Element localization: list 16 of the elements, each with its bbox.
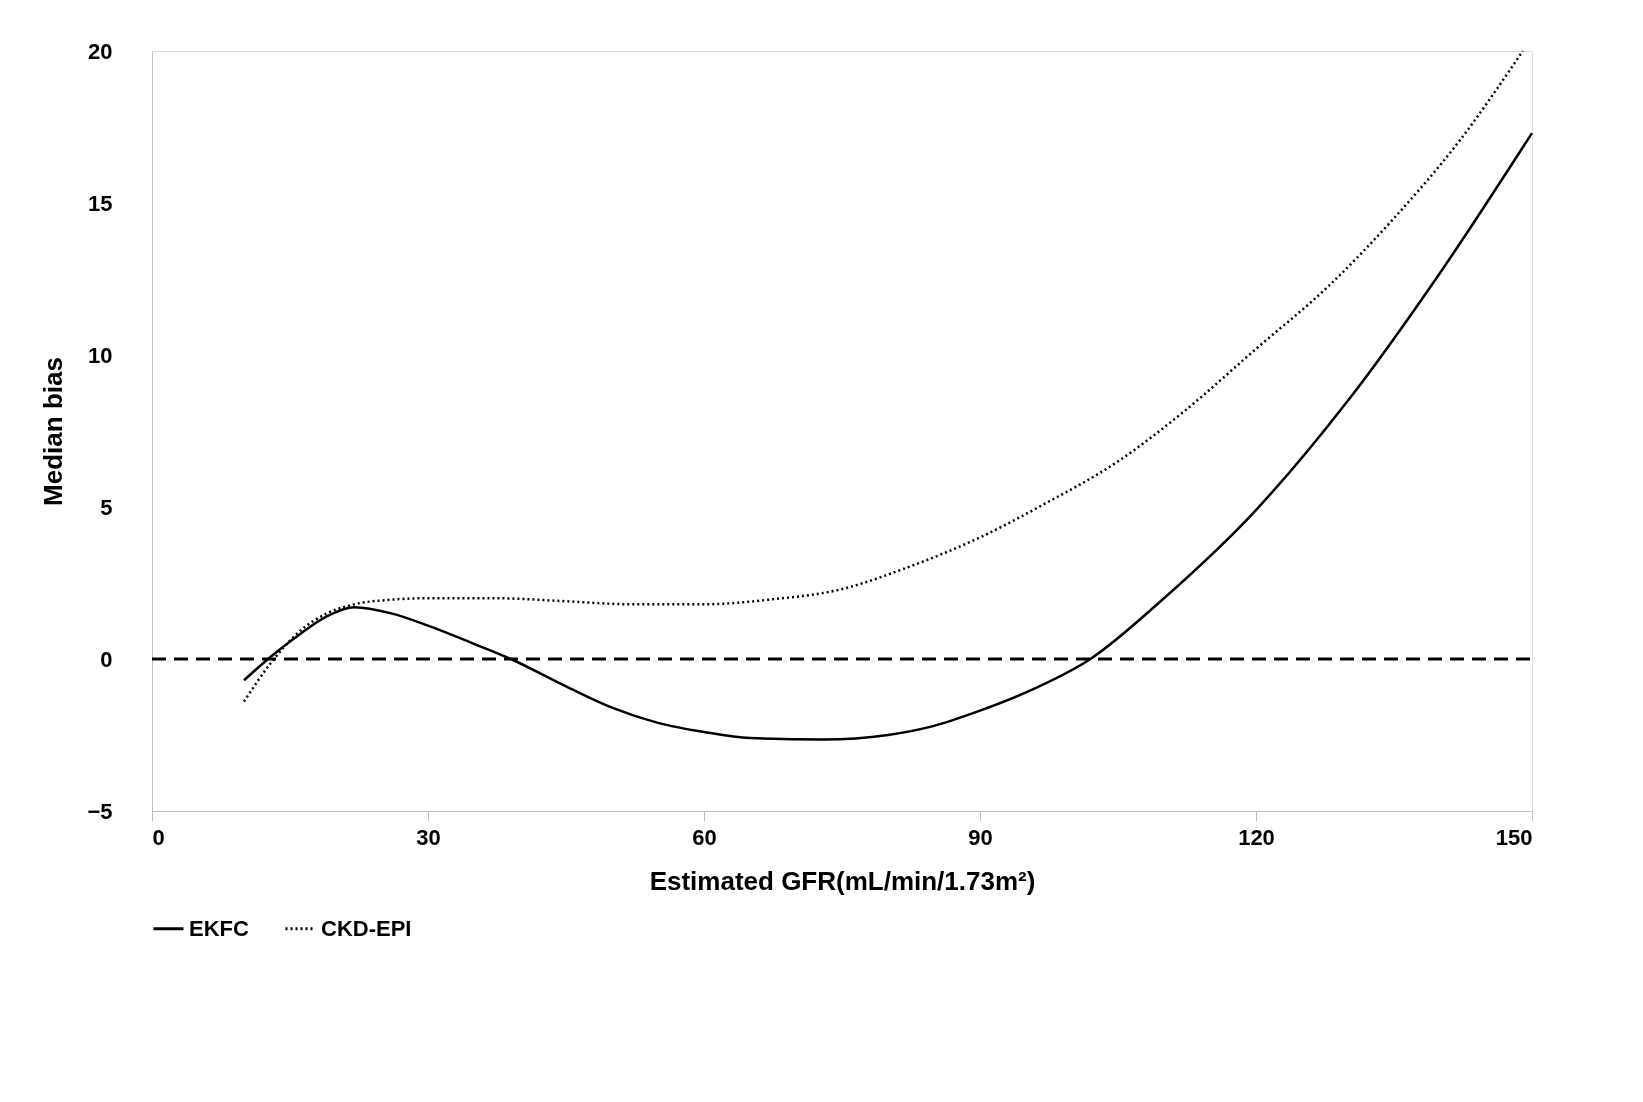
x-tick-label: 90 <box>968 824 993 850</box>
y-tick-label: 10 <box>88 342 113 368</box>
y-tick-label: 15 <box>88 190 113 216</box>
y-axis-title: Median bias <box>38 357 69 506</box>
x-axis-title: Estimated GFR(mL/min/1.73m²) <box>649 865 1036 896</box>
x-tick-label: 60 <box>692 824 717 850</box>
x-tick-label: 150 <box>1495 824 1533 850</box>
x-tick-label: 120 <box>1238 824 1275 850</box>
legend-label: EKFC <box>189 915 249 941</box>
y-tick-label: 20 <box>88 38 113 64</box>
y-tick-label: 5 <box>100 494 113 520</box>
legend-label: CKD-EPI <box>321 915 412 941</box>
y-tick-label: −5 <box>87 798 113 824</box>
y-tick-label: 0 <box>100 646 113 672</box>
x-tick-label: 30 <box>416 824 441 850</box>
x-tick-label: 0 <box>152 824 165 850</box>
